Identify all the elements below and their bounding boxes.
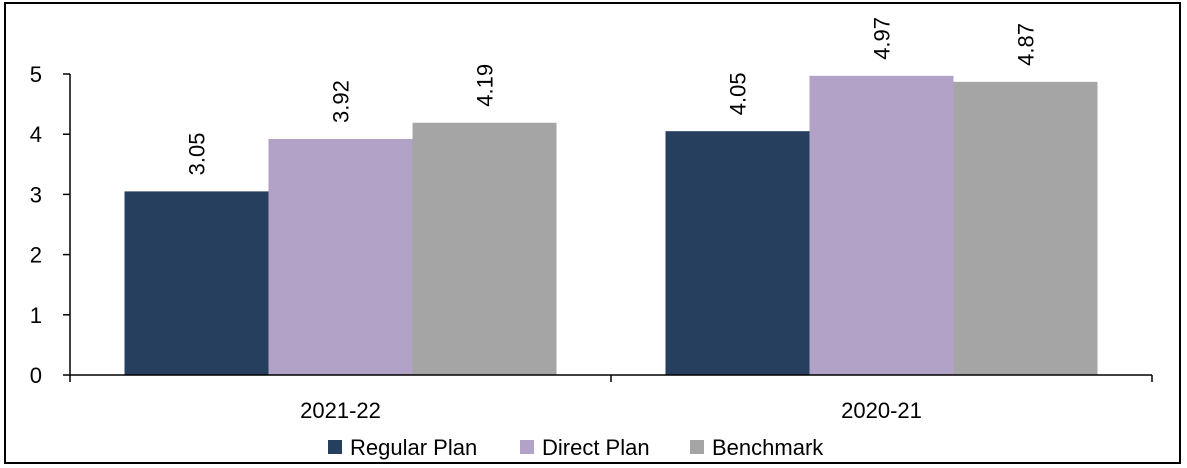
data-label: 4.19 [473, 64, 498, 107]
legend-swatch [520, 440, 534, 454]
y-tick-label: 5 [30, 62, 42, 87]
y-tick-label: 4 [30, 122, 42, 147]
y-tick-label: 2 [30, 243, 42, 268]
legend-label: Direct Plan [542, 435, 650, 460]
x-categories-group: 2021-22 2020-21 [69, 375, 1153, 423]
data-label: 4.05 [726, 72, 751, 115]
bar-regular-plan [665, 131, 810, 375]
x-category-label: 2020-21 [841, 398, 922, 423]
legend-label: Benchmark [712, 435, 824, 460]
data-label: 3.92 [329, 80, 354, 123]
data-label: 4.87 [1014, 23, 1039, 66]
y-tick-label: 0 [30, 363, 42, 388]
x-category-label: 2021-22 [300, 398, 381, 423]
legend-swatch [328, 440, 342, 454]
bar-benchmark [412, 122, 557, 376]
data-label: 3.05 [185, 133, 210, 176]
legend-swatch [690, 440, 704, 454]
y-ticks-group: 0 1 2 3 4 5 [30, 62, 70, 388]
legend-label: Regular Plan [350, 435, 477, 460]
data-label: 4.97 [870, 17, 895, 60]
bar-regular-plan [124, 191, 269, 375]
data-labels-group: 3.05 3.92 4.19 4.05 4.97 4.87 [185, 17, 1039, 175]
bar-direct-plan [809, 75, 954, 375]
bar-benchmark [953, 81, 1098, 376]
legend: Regular Plan Direct Plan Benchmark [328, 435, 824, 460]
bar-direct-plan [268, 139, 413, 375]
bars-group [124, 75, 1098, 376]
y-tick-label: 3 [30, 182, 42, 207]
y-tick-label: 1 [30, 303, 42, 328]
